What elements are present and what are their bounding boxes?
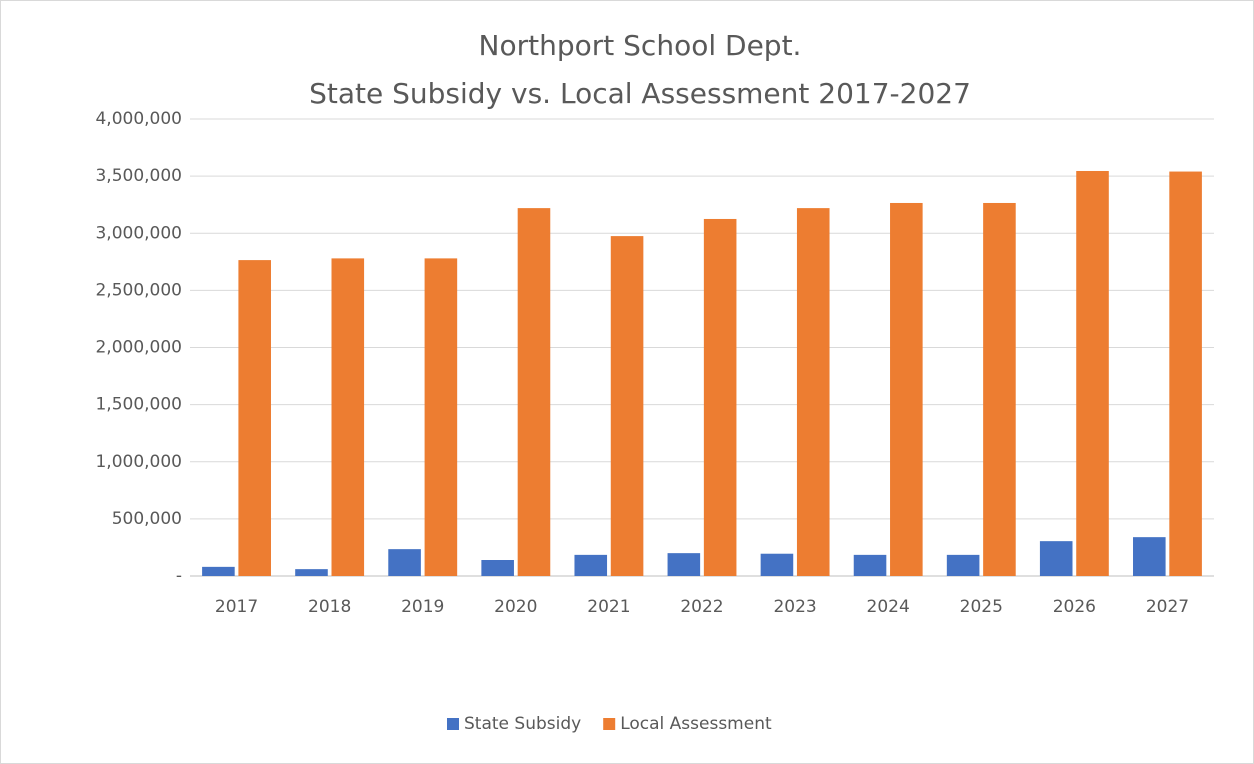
bar	[1039, 541, 1073, 576]
x-tick-label: 2022	[680, 597, 723, 617]
bar	[853, 554, 887, 576]
bar	[610, 236, 644, 576]
y-tick-label: 3,000,000	[95, 223, 182, 243]
bar	[388, 549, 421, 576]
legend-swatch	[603, 718, 616, 730]
bar	[1076, 170, 1109, 576]
y-tick-label: 2,500,000	[95, 280, 182, 300]
bar	[202, 566, 235, 576]
legend-label: State Subsidy	[464, 714, 581, 734]
y-tick-label: -	[176, 566, 182, 586]
bar	[1169, 171, 1202, 576]
x-tick-label: 2019	[401, 597, 444, 617]
chart-title: Northport School Dept.	[479, 29, 802, 62]
bar	[238, 260, 271, 576]
bar	[796, 208, 830, 577]
x-tick-label: 2023	[773, 597, 816, 617]
legend-label: Local Assessment	[620, 714, 772, 734]
y-tick-label: 2,000,000	[95, 338, 182, 358]
bar	[295, 569, 328, 576]
y-tick-label: 4,000,000	[95, 109, 182, 129]
y-tick-label: 1,000,000	[95, 452, 182, 472]
x-tick-label: 2021	[587, 597, 630, 617]
chart-title: State Subsidy vs. Local Assessment 2017-…	[309, 77, 971, 110]
bar	[667, 553, 701, 576]
x-tick-label: 2025	[960, 597, 1003, 617]
bar	[424, 258, 458, 576]
x-tick-label: 2024	[867, 597, 910, 617]
y-tick-label: 3,500,000	[95, 166, 182, 186]
bar	[517, 208, 551, 577]
x-tick-label: 2017	[215, 597, 258, 617]
bar	[983, 202, 1016, 576]
bar	[574, 554, 608, 576]
x-tick-label: 2018	[308, 597, 351, 617]
x-tick-label: 2026	[1053, 597, 1096, 617]
x-tick-label: 2027	[1146, 597, 1189, 617]
y-tick-label: 1,500,000	[95, 395, 182, 415]
bar	[703, 218, 737, 576]
y-tick-label: 500,000	[112, 509, 182, 529]
bar	[481, 560, 514, 576]
bar	[890, 202, 923, 576]
x-tick-label: 2020	[494, 597, 537, 617]
bar	[760, 553, 794, 576]
bar	[946, 554, 980, 576]
bar	[331, 258, 365, 576]
bar	[1133, 537, 1166, 576]
legend-swatch	[447, 718, 459, 730]
